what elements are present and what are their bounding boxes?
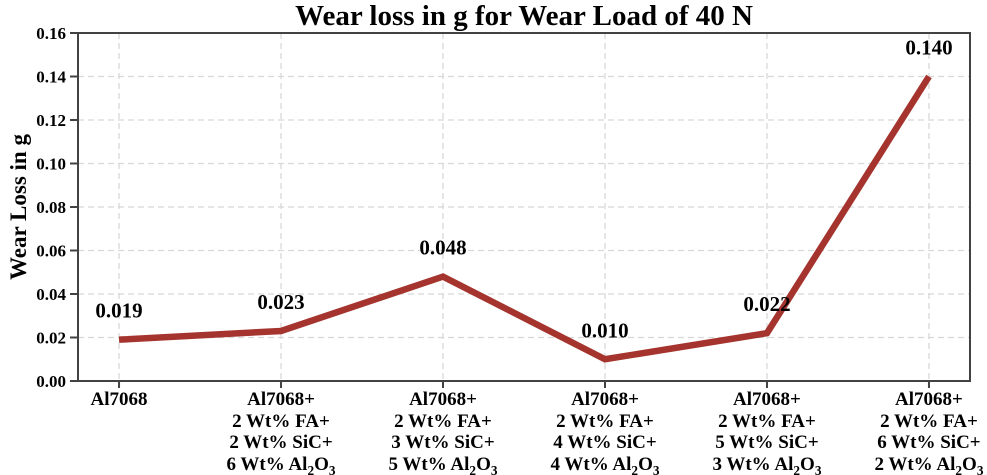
point-label: 0.019: [95, 299, 142, 323]
x-tick-label: Al7068+ 2 Wt% FA+ 2 Wt% SiC+ 6 Wt% Al2O3: [226, 389, 336, 475]
point-label: 0.010: [581, 318, 628, 342]
point-label: 0.048: [419, 236, 466, 260]
point-label: 0.022: [743, 292, 790, 316]
y-tick-label: 0.16: [36, 24, 66, 43]
y-tick-label: 0.12: [36, 111, 66, 130]
x-tick-label: Al7068+ 2 Wt% FA+ 5 Wt% SiC+ 3 Wt% Al2O3: [712, 389, 822, 475]
wear-loss-line: [118, 74, 932, 363]
x-tick-label: Al7068+ 2 Wt% FA+ 3 Wt% SiC+ 5 Wt% Al2O3: [388, 389, 498, 475]
x-tick-label: Al7068+ 2 Wt% FA+ 4 Wt% SiC+ 4 Wt% Al2O3: [550, 389, 660, 475]
chart-title: Wear loss in g for Wear Load of 40 N: [295, 0, 753, 32]
y-tick-label: 0.08: [36, 198, 66, 217]
y-tick-label: 0.06: [36, 242, 66, 261]
y-tick-label: 0.02: [36, 329, 66, 348]
y-tick-label: 0.10: [36, 155, 66, 174]
x-tick-label: Al7068: [90, 389, 148, 410]
y-tick-label: 0.04: [36, 285, 66, 304]
y-tick-label: 0.14: [36, 68, 66, 87]
x-tick-label: Al7068+ 2 Wt% FA+ 6 Wt% SiC+ 2 Wt% Al2O3: [874, 389, 984, 475]
point-label: 0.140: [905, 36, 952, 60]
y-tick-label: 0.00: [36, 372, 66, 391]
point-label: 0.023: [257, 290, 304, 314]
